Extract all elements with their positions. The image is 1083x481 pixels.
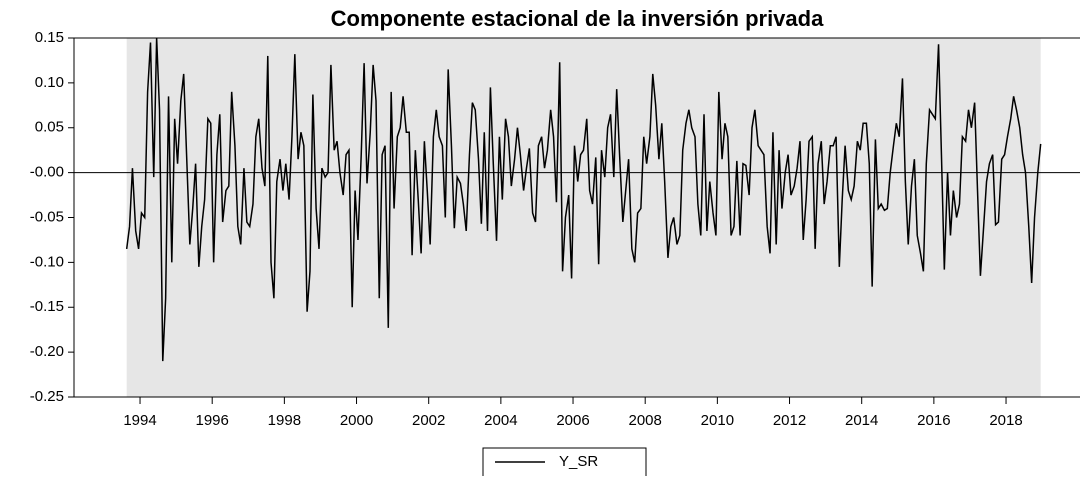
x-tick-label: 2006 xyxy=(556,412,589,429)
x-tick-label: 2014 xyxy=(845,412,878,429)
series-line xyxy=(125,37,1042,362)
y-tick-label: -0.25 xyxy=(30,388,64,405)
x-tick-label: 1998 xyxy=(268,412,301,429)
y-tick-label: -0.00 xyxy=(30,164,64,181)
x-tick-label: 1994 xyxy=(123,412,156,429)
y-tick-label: 0.05 xyxy=(35,119,64,136)
y-tick-label: -0.10 xyxy=(30,253,64,270)
x-tick-label: 2002 xyxy=(412,412,445,429)
y-tick-label: -0.20 xyxy=(30,343,64,360)
sample-shading xyxy=(126,38,1041,397)
x-tick-label: 2000 xyxy=(340,412,373,429)
legend-box xyxy=(482,447,647,479)
y-tick-label: 0.15 xyxy=(35,29,64,46)
chart-title: Componente estacional de la inversión pr… xyxy=(331,6,824,31)
x-tick-label: 2016 xyxy=(917,412,950,429)
x-tick-label: 2004 xyxy=(484,412,517,429)
legend-label: Y_SR xyxy=(559,453,598,470)
x-tick-label: 2012 xyxy=(773,412,806,429)
y-tick-label: -0.15 xyxy=(30,298,64,315)
y-tick-label: 0.10 xyxy=(35,74,64,91)
x-tick-label: 1996 xyxy=(196,412,229,429)
x-tick-label: 2010 xyxy=(701,412,734,429)
x-tick-label: 2018 xyxy=(989,412,1022,429)
x-tick-label: 2008 xyxy=(629,412,662,429)
y-tick-label: -0.05 xyxy=(30,208,64,225)
